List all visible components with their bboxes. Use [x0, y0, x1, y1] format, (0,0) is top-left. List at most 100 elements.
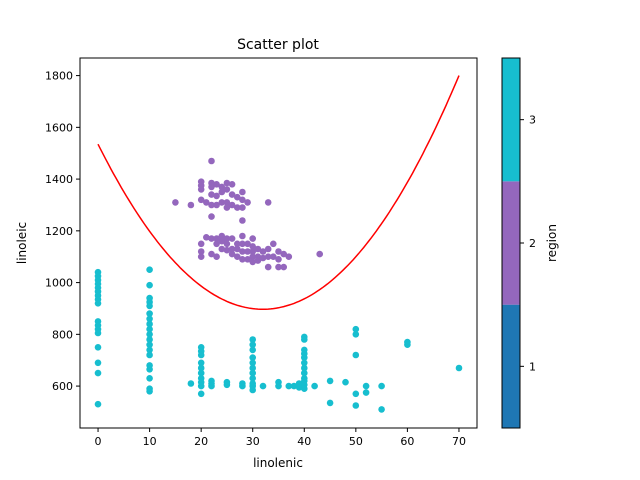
scatter-point — [218, 232, 226, 240]
scatter-point — [208, 191, 215, 198]
scatter-point — [249, 369, 256, 377]
scatter-point — [352, 351, 360, 359]
scatter-point — [301, 354, 308, 361]
scatter-point — [223, 179, 231, 187]
scatter-point — [197, 248, 205, 255]
y-tick-label: 800 — [52, 328, 73, 341]
scatter-point — [259, 382, 267, 390]
scatter-point — [146, 281, 153, 289]
scatter-point — [94, 300, 102, 307]
scatter-point — [362, 382, 370, 390]
scatter-point — [249, 346, 256, 354]
scatter-point — [218, 245, 226, 253]
scatter-point — [197, 382, 205, 390]
scatter-point — [228, 250, 236, 258]
scatter-point — [213, 235, 220, 242]
scatter-point — [146, 351, 153, 359]
scatter-point — [213, 201, 220, 209]
scatter-point — [234, 253, 241, 260]
x-tick-label: 30 — [246, 435, 260, 448]
scatter-point — [239, 217, 246, 224]
scatter-point — [228, 235, 236, 242]
scatter-point — [146, 375, 153, 382]
scatter-point — [234, 204, 241, 211]
scatter-point — [208, 235, 215, 242]
scatter-point — [172, 199, 179, 206]
scatter-point — [208, 213, 215, 220]
scatter-point — [234, 240, 241, 248]
scatter-point — [259, 248, 267, 255]
scatter-point — [213, 240, 220, 248]
scatter-point — [197, 186, 205, 193]
scatter-point — [404, 341, 411, 349]
y-tick-label: 1000 — [45, 277, 73, 290]
scatter-point — [275, 248, 282, 255]
scatter-point — [146, 302, 153, 310]
scatter-point — [275, 255, 282, 263]
x-axis-label: linolenic — [253, 456, 303, 470]
scatter-point — [146, 366, 153, 373]
scatter-point — [249, 248, 256, 255]
scatter-point — [249, 386, 256, 394]
scatter-point — [94, 400, 102, 408]
scatter-point — [239, 382, 246, 390]
x-tick-label: 10 — [143, 435, 157, 448]
scatter-point — [94, 359, 102, 367]
scatter-point — [275, 263, 282, 271]
scatter-point — [208, 382, 215, 390]
scatter-point — [239, 188, 246, 196]
scatter-point — [203, 234, 210, 241]
scatter-point — [239, 232, 246, 240]
scatter-point — [228, 201, 236, 209]
scatter-point — [244, 255, 251, 263]
scatter-point — [146, 331, 153, 338]
scatter-point — [223, 381, 231, 389]
scatter-point — [301, 364, 308, 372]
scatter-point — [223, 235, 231, 242]
colorbar-tick-label: 1 — [529, 360, 536, 373]
scatter-point — [259, 254, 267, 262]
scatter-point — [197, 253, 205, 260]
scatter-point — [213, 192, 220, 200]
scatter-point — [94, 329, 102, 337]
scatter-point — [249, 235, 256, 242]
scatter-point — [326, 377, 334, 385]
scatter-point — [280, 250, 288, 258]
colorbar-segment — [502, 58, 520, 182]
scatter-point — [146, 341, 153, 349]
scatter-point — [228, 245, 236, 253]
x-tick-label: 0 — [95, 435, 102, 448]
scatter-point — [254, 245, 262, 253]
scatter-point — [213, 253, 220, 260]
scatter-point — [197, 359, 205, 367]
scatter-point — [264, 245, 272, 253]
y-tick-label: 600 — [52, 380, 73, 393]
scatter-point — [455, 364, 463, 372]
scatter-point — [342, 378, 349, 386]
x-tick-label: 20 — [194, 435, 208, 448]
scatter-point — [290, 382, 298, 390]
scatter-point — [197, 369, 205, 377]
colorbar-tick-label: 2 — [529, 237, 536, 250]
scatter-point — [249, 359, 256, 367]
scatter-point — [234, 193, 241, 201]
scatter-point — [264, 263, 272, 271]
scatter-point — [146, 320, 153, 328]
scatter-point — [223, 199, 231, 206]
scatter-point — [270, 253, 277, 260]
scatter-point — [275, 382, 282, 390]
y-tick-label: 1600 — [45, 121, 73, 134]
scatter-point — [203, 199, 210, 206]
scatter-point — [146, 315, 153, 323]
scatter-point — [197, 364, 205, 372]
scatter-point — [244, 240, 251, 248]
scatter-point — [146, 310, 153, 317]
scatter-point — [249, 375, 256, 382]
y-tick-label: 1800 — [45, 70, 73, 83]
scatter-point — [249, 336, 256, 343]
scatter-point — [218, 183, 226, 191]
y-tick-label: 1400 — [45, 173, 73, 186]
scatter-point — [301, 336, 308, 343]
